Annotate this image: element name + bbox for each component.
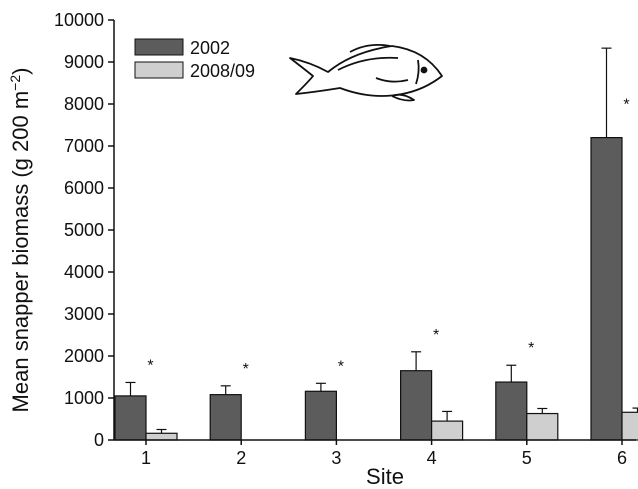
y-tick-label: 5000 — [64, 220, 104, 240]
y-tick-label: 4000 — [64, 262, 104, 282]
bar-2002 — [304, 390, 337, 441]
fish-icon — [289, 43, 443, 102]
bar-2002 — [400, 370, 433, 441]
significance-marker: * — [623, 97, 629, 114]
x-tick-label: 2 — [236, 448, 246, 468]
bar-2002 — [209, 394, 242, 441]
y-tick-label: 1000 — [64, 388, 104, 408]
y-tick-label: 2000 — [64, 346, 104, 366]
legend: 2002 2008/09 — [134, 38, 255, 81]
y-axis-label: Mean snapper biomass (g 200 m−2) — [7, 68, 33, 413]
y-tick-label: 0 — [94, 430, 104, 450]
bar-2008-09 — [526, 412, 559, 441]
x-tick-label: 6 — [617, 448, 627, 468]
y-tick-label: 6000 — [64, 178, 104, 198]
x-axis-label: Site — [366, 464, 404, 489]
significance-marker: * — [147, 357, 153, 374]
bar-2002 — [495, 381, 528, 441]
significance-marker: * — [338, 358, 344, 375]
bar-2008-09 — [145, 432, 178, 441]
x-tick-label: 1 — [141, 448, 151, 468]
legend-swatch-2008-09 — [134, 61, 184, 79]
y-tick-label: 10000 — [54, 10, 104, 30]
x-axis: 1 2 3 4 5 6 — [114, 439, 636, 468]
y-axis: 0 1000 2000 3000 4000 5000 6000 7000 8000 9000 100… — [54, 10, 115, 450]
bar-2002 — [114, 395, 147, 441]
legend-label-2002: 2002 — [190, 38, 230, 58]
bar-2008-09 — [431, 420, 464, 441]
y-tick-label: 7000 — [64, 136, 104, 156]
bar-2008-09 — [621, 411, 638, 441]
x-tick-label: 5 — [522, 448, 532, 468]
significance-marker: * — [243, 361, 249, 378]
legend-swatch-2002 — [134, 38, 184, 56]
plot-area: * * * * * * — [114, 47, 638, 441]
x-tick-label: 4 — [427, 448, 437, 468]
x-tick-label: 3 — [331, 448, 341, 468]
bar-2002 — [590, 137, 623, 441]
significance-marker: * — [433, 327, 439, 344]
legend-label-2008-09: 2008/09 — [190, 61, 255, 81]
y-tick-label: 3000 — [64, 304, 104, 324]
y-tick-label: 9000 — [64, 52, 104, 72]
significance-marker: * — [528, 340, 534, 357]
y-tick-label: 8000 — [64, 94, 104, 114]
